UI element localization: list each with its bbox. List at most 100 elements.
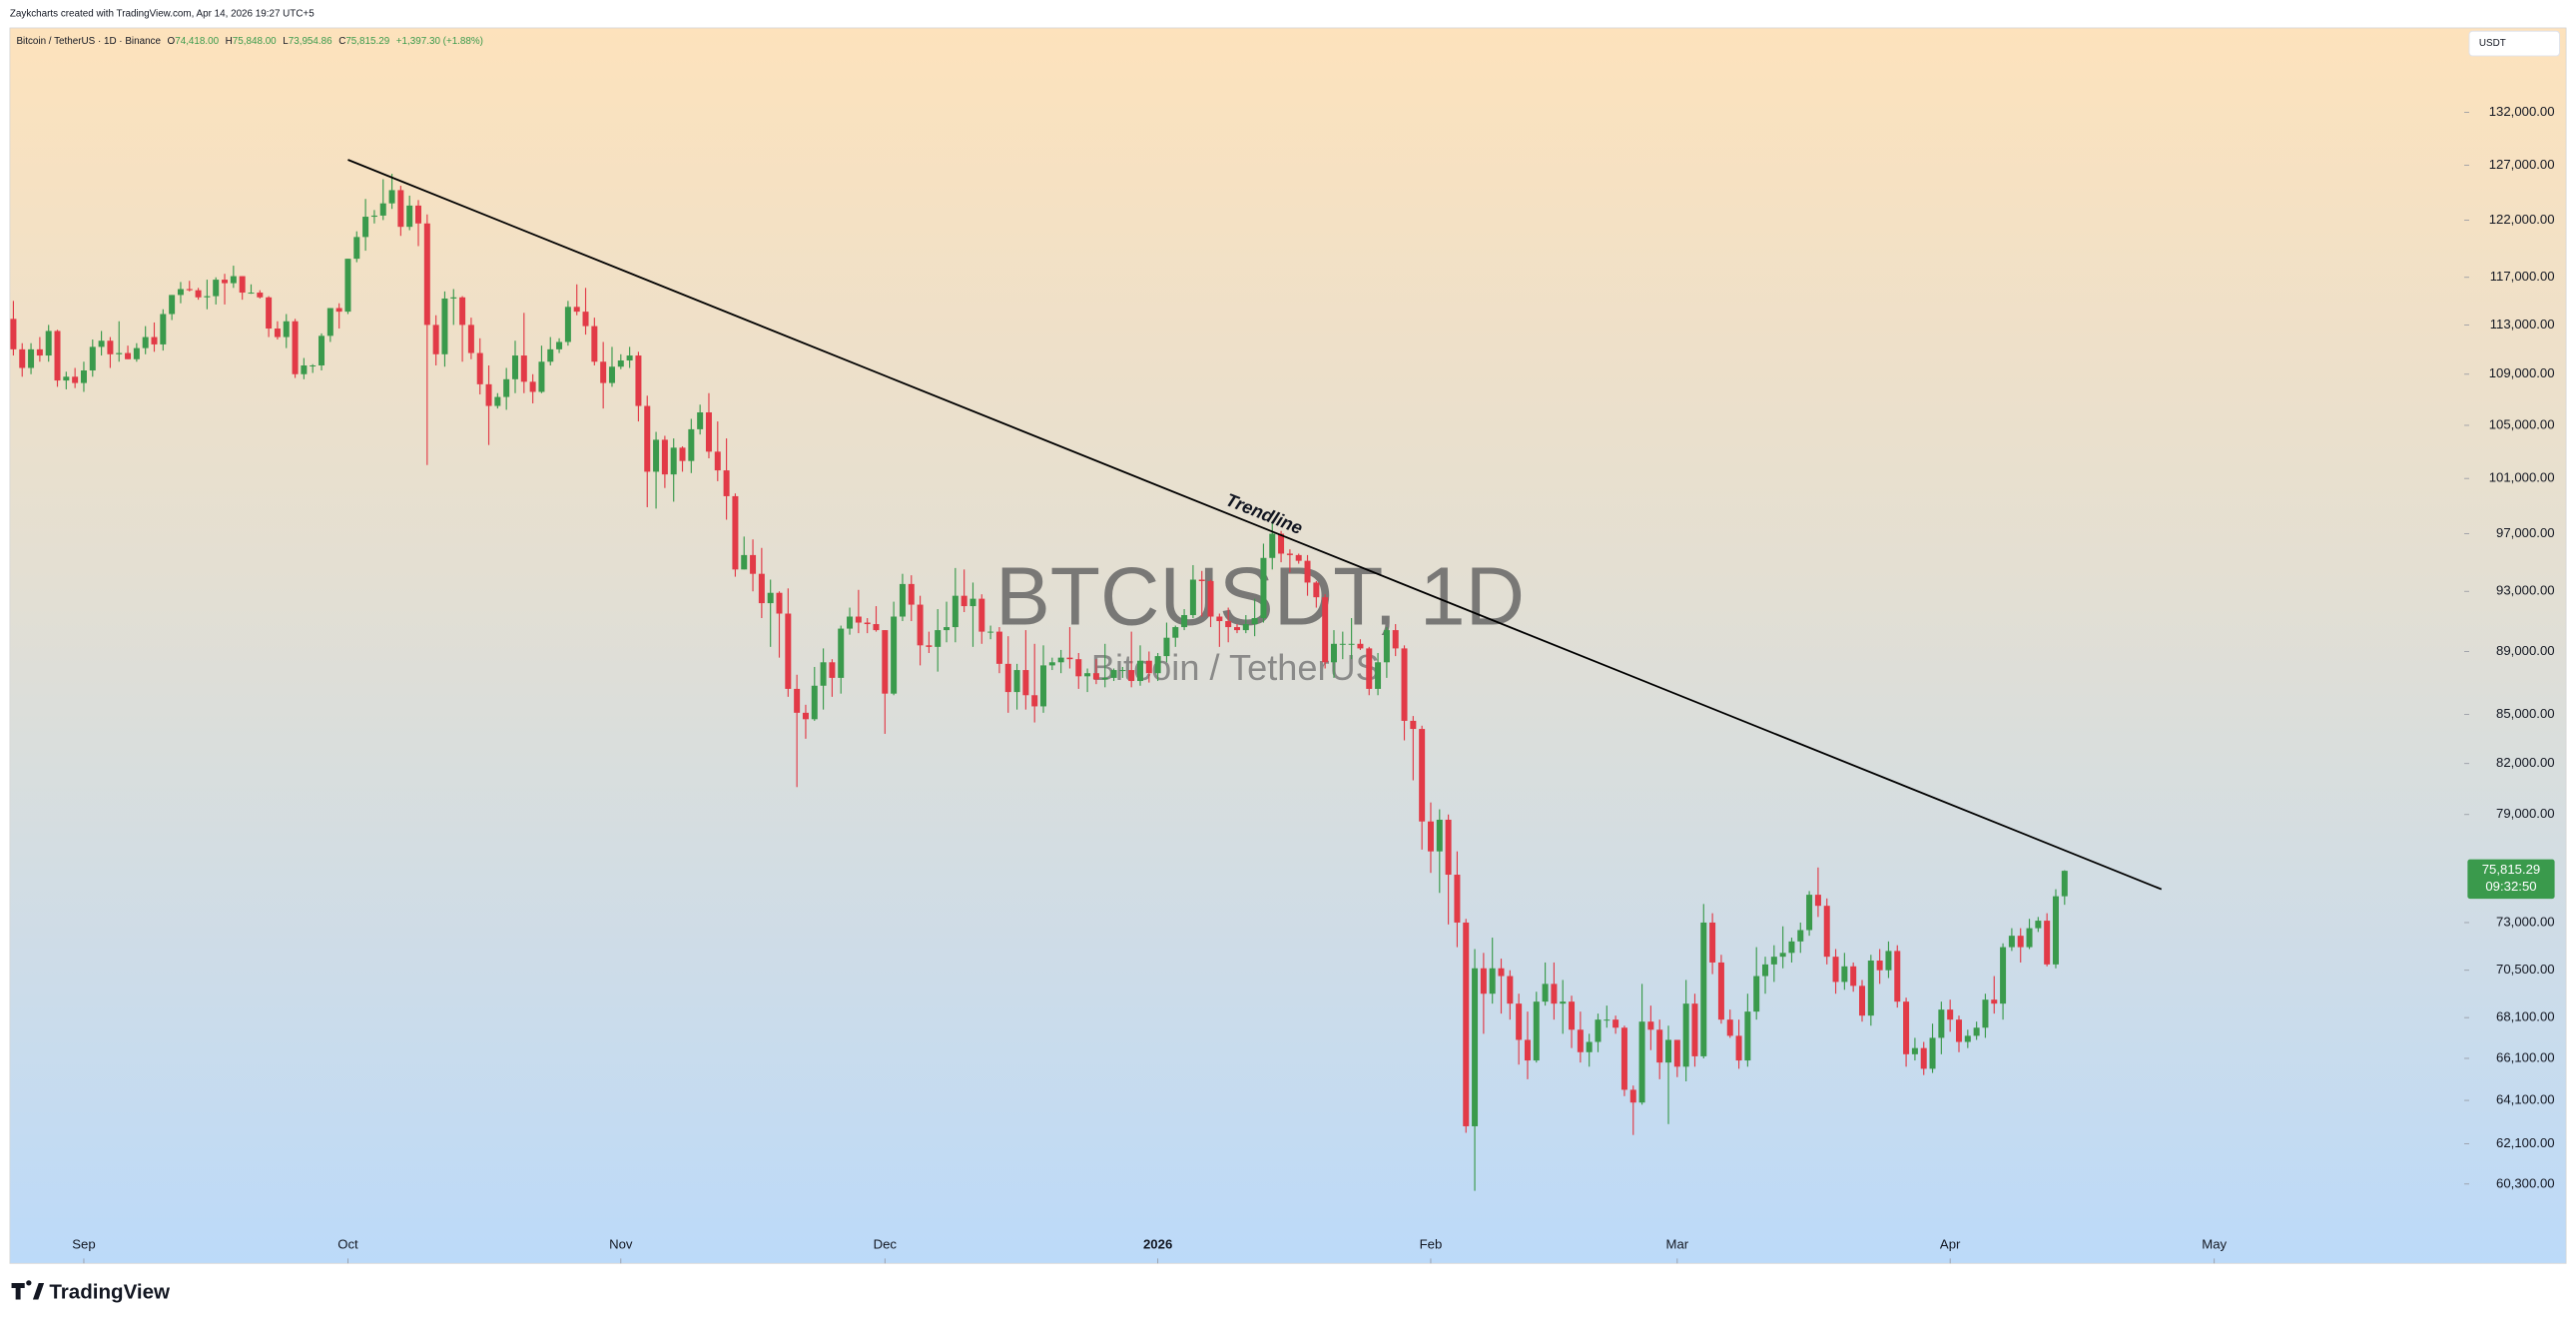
candle-body — [72, 376, 79, 383]
candle-body — [45, 331, 52, 356]
candle-body — [1286, 553, 1293, 555]
candle-body — [891, 616, 898, 694]
candle-body — [1595, 1019, 1602, 1042]
y-tick-label: 85,000.00 — [2496, 706, 2555, 721]
candle-body — [1885, 951, 1892, 971]
candle-body — [283, 321, 290, 337]
candle-body — [626, 355, 633, 361]
candle-body — [1251, 618, 1258, 625]
candle-body — [1480, 968, 1487, 994]
candle-body — [520, 355, 527, 382]
candle-body — [758, 573, 765, 604]
candle-body — [785, 613, 792, 689]
candle-body — [1682, 1003, 1689, 1067]
candle-body — [1366, 648, 1373, 689]
candle-body — [301, 364, 308, 374]
candle-body — [266, 297, 273, 330]
candle-body — [1278, 533, 1285, 554]
candle-body — [239, 276, 246, 294]
candle-body — [450, 297, 457, 299]
candle-body — [248, 293, 255, 295]
candle-body — [274, 329, 281, 337]
candle-body — [1401, 648, 1408, 721]
candle-body — [397, 190, 404, 228]
candle-body — [1489, 968, 1496, 994]
candle-body — [1973, 1027, 1980, 1036]
candle-body — [370, 215, 377, 218]
candle-body — [1920, 1047, 1927, 1069]
legend-value: 75,848.00 — [233, 36, 277, 47]
candle-body — [1075, 659, 1082, 677]
candle-body — [1242, 624, 1249, 631]
currency-label[interactable]: USDT — [2479, 38, 2506, 49]
y-tick-label: 66,100.00 — [2496, 1049, 2555, 1064]
y-tick-label: 97,000.00 — [2496, 525, 2555, 540]
candle-body — [767, 592, 774, 604]
candle-body — [1233, 627, 1240, 631]
x-tick-label: Apr — [1940, 1237, 1961, 1252]
candle-body — [1726, 1019, 1733, 1036]
x-tick-label: Mar — [1666, 1237, 1689, 1252]
x-tick-label: May — [2202, 1237, 2227, 1252]
candle-body — [1304, 560, 1311, 583]
candle-body — [952, 595, 959, 628]
countdown: 09:32:50 — [2485, 879, 2536, 894]
candle-body — [573, 307, 580, 313]
candle-body — [441, 298, 448, 354]
brand-name: TradingView — [49, 1280, 171, 1303]
candle-body — [608, 366, 615, 383]
candle-body — [1947, 1009, 1954, 1020]
candle-body — [829, 662, 836, 678]
candle-body — [582, 312, 589, 327]
candle-body — [1604, 1019, 1610, 1021]
candle-body — [125, 352, 132, 359]
candle-body — [1911, 1047, 1918, 1054]
candle-body — [1154, 656, 1161, 674]
candle-body — [1929, 1037, 1936, 1069]
y-tick-label: 109,000.00 — [2489, 365, 2555, 380]
candle-body — [1955, 1019, 1962, 1042]
candle-body — [1577, 1029, 1584, 1052]
candle-body — [1445, 819, 1452, 876]
candle-body — [688, 428, 695, 461]
candle-body — [406, 205, 413, 228]
candle-body — [503, 378, 510, 397]
candle-body — [1128, 670, 1135, 682]
candle-body — [63, 376, 70, 381]
candle-body — [1057, 657, 1064, 663]
candle-body — [1762, 964, 1769, 977]
candle-body — [1225, 621, 1232, 628]
candle-body — [353, 237, 360, 260]
y-tick-label: 132,000.00 — [2489, 104, 2555, 119]
candle-body — [1735, 1035, 1742, 1061]
candle-body — [494, 396, 501, 406]
legend-key: O — [168, 36, 176, 47]
candle-body — [54, 331, 61, 381]
candle-body — [1903, 1001, 1910, 1054]
candle-body — [644, 405, 651, 472]
candle-body — [1295, 554, 1302, 561]
legend-value: 74,418.00 — [175, 36, 219, 47]
candle-body — [36, 348, 43, 356]
candle-body — [2000, 947, 2007, 1004]
candle-body — [177, 289, 184, 296]
candle-body — [1823, 906, 1830, 958]
legend-key: C — [338, 36, 345, 47]
candle-body — [794, 688, 801, 713]
candle-body — [222, 280, 229, 284]
currency-button[interactable] — [2468, 30, 2561, 57]
candle-body — [415, 205, 422, 224]
candle-body — [1472, 968, 1479, 1126]
candle-body — [98, 340, 105, 347]
candle-body — [1375, 662, 1382, 689]
y-tick-label: 62,100.00 — [2496, 1135, 2555, 1150]
candle-body — [1656, 1029, 1663, 1063]
candle-body — [1163, 637, 1170, 657]
candle-body — [917, 604, 924, 646]
candle-body — [1629, 1089, 1636, 1103]
candle-body — [1991, 999, 1998, 1004]
y-tick-label: 105,000.00 — [2489, 416, 2555, 431]
header-note: Zaykcharts created with TradingView.com,… — [10, 9, 315, 20]
candle-body — [600, 361, 607, 383]
